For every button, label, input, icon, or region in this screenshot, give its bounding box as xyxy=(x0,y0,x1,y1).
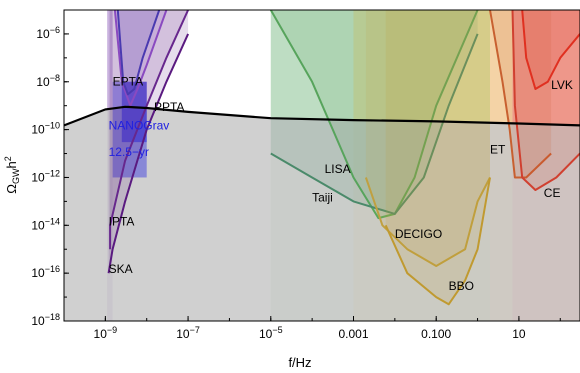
label-ska: SKA xyxy=(109,262,133,276)
label-lisa: LISA xyxy=(325,162,351,176)
label-12-5-yr: 12.5−yr xyxy=(109,145,149,159)
ppta-sensitivity-fill xyxy=(114,10,167,106)
x-tick-label: 10−7 xyxy=(176,325,200,341)
taiji-sensitivity-fill xyxy=(270,10,478,214)
y-label-tail: h xyxy=(4,161,19,168)
label-ppta: PPTA xyxy=(154,100,184,114)
signal-area xyxy=(64,106,580,321)
y-tick-label: 10−18 xyxy=(31,312,60,328)
axes: 10−9 10−7 10−5 0.001 0.100 10 10−6 10−8 10−10 10−… xyxy=(31,9,561,341)
epta-sensitivity-fill xyxy=(117,10,160,95)
label-bbo: BBO xyxy=(449,279,474,293)
label-lvk: LVK xyxy=(551,78,573,92)
ipta-curve xyxy=(109,10,190,250)
y-label-sup: 2 xyxy=(3,156,13,161)
label-decigo: DECIGO xyxy=(395,227,442,241)
ce-curve xyxy=(511,10,580,191)
bbo-curve xyxy=(384,177,491,306)
y-tick-label: 10−12 xyxy=(31,168,60,184)
lisa-sensitivity-fill xyxy=(270,10,478,219)
y-axis-label: ΩGWh2 xyxy=(3,156,21,193)
y-label-sub: GW xyxy=(11,168,21,184)
ppta-curve xyxy=(113,10,168,107)
decigo-curve xyxy=(364,177,491,267)
x-tick-label: 10 xyxy=(512,327,526,341)
y-tick-label: 10−16 xyxy=(31,264,60,280)
x-tick-label: 0.001 xyxy=(338,327,368,341)
plot-frame xyxy=(63,9,580,322)
lisa-curve xyxy=(269,10,479,220)
plot-area xyxy=(64,10,580,321)
label-et: ET xyxy=(490,143,506,157)
taiji-curve xyxy=(270,33,479,215)
label-taiji: Taiji xyxy=(312,190,333,204)
epta-curve xyxy=(116,10,161,96)
ipta-sensitivity-fill xyxy=(110,10,189,250)
x-tick-label: 10−9 xyxy=(94,325,118,341)
label-nanograv: NANOGrav xyxy=(109,119,170,133)
y-label-main: Ω xyxy=(4,184,19,194)
y-tick-label: 10−6 xyxy=(36,25,60,41)
y-tick-label: 10−14 xyxy=(31,216,60,232)
signal-curve xyxy=(64,105,580,127)
label-ce: CE xyxy=(544,186,561,200)
curve-labels: EPTA PPTA NANOGrav 12.5−yr IPTA SKA LISA Taiji D… xyxy=(109,74,573,292)
svg-text:ΩGWh2: ΩGWh2 xyxy=(3,156,21,193)
et-sensitivity-fill xyxy=(490,10,552,178)
y-tick-label: 10−10 xyxy=(31,121,60,137)
lvk-curve xyxy=(521,10,580,90)
x-axis-label: f/Hz xyxy=(288,355,311,370)
x-tick-label: 10−5 xyxy=(259,325,283,341)
bbo-sensitivity-fill xyxy=(385,10,491,305)
x-tick-label: 0.100 xyxy=(421,327,451,341)
label-ipta: IPTA xyxy=(109,214,135,228)
label-epta: EPTA xyxy=(113,74,143,88)
decigo-sensitivity-fill xyxy=(365,10,491,266)
y-tick-label: 10−8 xyxy=(36,73,60,89)
et-curve xyxy=(489,10,552,179)
ska-curve xyxy=(107,33,190,274)
lvk-sensitivity-fill xyxy=(522,10,580,89)
